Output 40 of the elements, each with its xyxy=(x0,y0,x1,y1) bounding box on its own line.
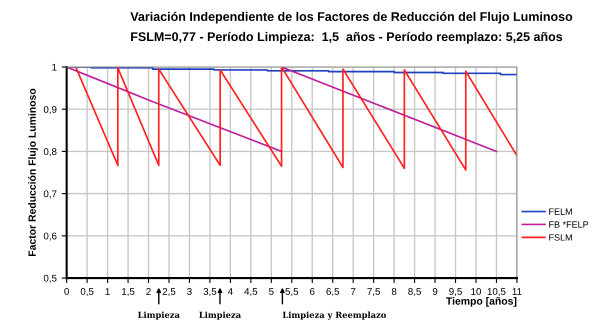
x-tick-label: 6 xyxy=(310,288,315,295)
text: Limpieza xyxy=(199,312,241,320)
x-tick-label: 1,5 xyxy=(122,288,134,296)
x-tick-label: 1 xyxy=(106,288,110,295)
legend-label: FSLM xyxy=(549,234,572,241)
x-tick-label: 9 xyxy=(432,288,438,295)
x-tick-label: 3,5 xyxy=(204,288,216,296)
x-tick-label: 4,5 xyxy=(244,288,258,296)
x-tick-label: 8 xyxy=(392,288,396,295)
text: Limpieza y Reemplazo xyxy=(282,312,386,320)
y-axis-title: Factor Reducción Flujo Luminoso xyxy=(28,88,38,256)
legend-label: FB *FELP xyxy=(549,221,588,228)
x-tick-label: 5 xyxy=(269,288,274,295)
y-tick-label: 0,6 xyxy=(44,232,57,241)
x-tick-label: 2 xyxy=(146,288,151,295)
y-tick-label: 0,5 xyxy=(44,274,57,283)
x-tick-label: 10 xyxy=(471,288,482,295)
x-tick-label: 7,5 xyxy=(367,288,380,296)
y-tick-label: 0,7 xyxy=(44,190,56,198)
x-tick-label: 0,5 xyxy=(80,288,94,296)
x-tick-label: 8,5 xyxy=(408,288,421,296)
text: Limpieza xyxy=(138,312,180,320)
y-tick-label: 0,9 xyxy=(44,106,56,114)
legend-label: FELM xyxy=(549,208,572,215)
chart-subtitle: FSLM=0,77 - Período Limpieza: 1,5 años - Período reemplazo: 5,25 años xyxy=(131,32,562,44)
x-tick-label: 9,5 xyxy=(449,288,462,296)
y-tick-label: 1 xyxy=(52,64,56,71)
x-tick-label: 4 xyxy=(228,288,233,295)
x-axis-title: Tiempo [años] xyxy=(446,297,516,307)
y-tick-label: 0,8 xyxy=(44,148,57,156)
x-tick-label: 0 xyxy=(64,288,69,295)
x-tick-label: 7 xyxy=(350,288,356,295)
x-tick-label: 11 xyxy=(512,288,522,295)
x-tick-label: 6,5 xyxy=(326,288,340,296)
x-tick-label: 3 xyxy=(187,288,192,295)
line-series xyxy=(74,67,517,171)
chart-title: Variación Independiente de los Factores de Reducción del Flujo Luminoso xyxy=(130,12,572,24)
x-tick-label: 5,5 xyxy=(285,288,298,296)
x-tick-label: 10,5 xyxy=(488,288,506,296)
x-tick-label: 2,5 xyxy=(162,288,176,296)
